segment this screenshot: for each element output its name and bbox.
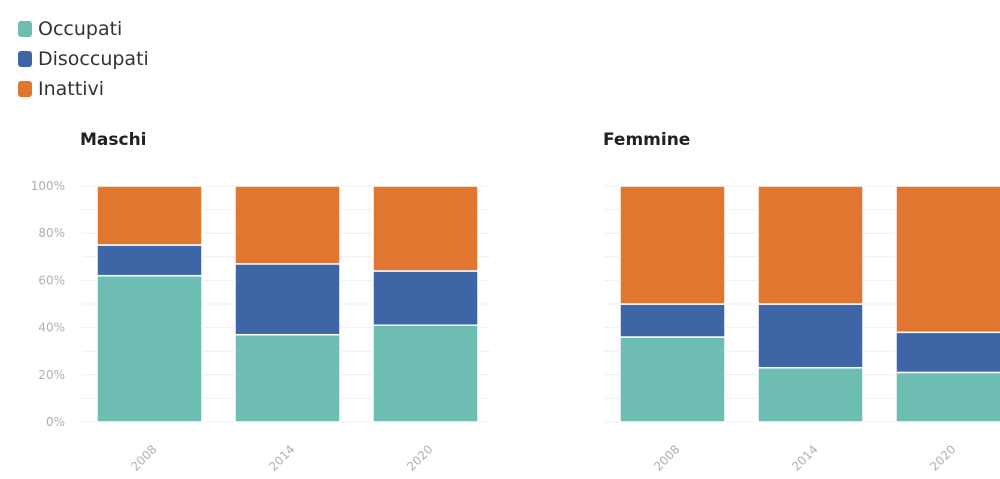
bar-segment-disoccupati (895, 331, 1000, 374)
legend-swatch-occupati (18, 21, 32, 37)
bar-segment-inattivi (372, 185, 479, 272)
x-tick-label: 2008 (651, 442, 682, 473)
legend-label: Occupati (38, 18, 123, 40)
bar-segment-disoccupati (96, 244, 203, 277)
y-tick-label: 100% (31, 179, 65, 193)
panel-title-femmine: Femmine (603, 130, 691, 150)
y-tick-label: 80% (38, 226, 65, 240)
y-tick-label: 60% (38, 273, 65, 287)
bar-segment-inattivi (234, 185, 341, 265)
legend: Occupati Disoccupati Inattivi (18, 14, 149, 104)
bar-segment-disoccupati (234, 263, 341, 336)
bar-segment-inattivi (96, 185, 203, 246)
bar-segment-occupati (895, 371, 1000, 423)
legend-swatch-inattivi (18, 81, 32, 97)
bar-segment-occupati (96, 274, 203, 423)
legend-item-disoccupati: Disoccupati (18, 44, 149, 74)
bar-segment-inattivi (619, 185, 726, 305)
bar-segment-occupati (372, 324, 479, 423)
legend-label: Disoccupati (38, 48, 149, 70)
x-tick-label: 2014 (266, 442, 297, 473)
bar-segment-inattivi (895, 185, 1000, 334)
legend-swatch-disoccupati (18, 51, 32, 67)
bar-segment-occupati (757, 366, 864, 423)
bar-segment-disoccupati (757, 303, 864, 369)
bar-segment-inattivi (757, 185, 864, 305)
panel-title-maschi: Maschi (80, 130, 147, 150)
bar-segment-disoccupati (372, 270, 479, 326)
x-tick-label: 2014 (789, 442, 820, 473)
legend-item-inattivi: Inattivi (18, 74, 149, 104)
legend-label: Inattivi (38, 78, 104, 100)
y-tick-label: 0% (46, 415, 65, 429)
y-tick-label: 40% (38, 321, 65, 335)
bar-segment-occupati (234, 333, 341, 423)
bar-segment-occupati (619, 336, 726, 423)
x-tick-label: 2020 (404, 442, 435, 473)
y-tick-label: 20% (38, 368, 65, 382)
x-tick-label: 2008 (128, 442, 159, 473)
legend-item-occupati: Occupati (18, 14, 149, 44)
x-tick-label: 2020 (927, 442, 958, 473)
bar-segment-disoccupati (619, 303, 726, 338)
